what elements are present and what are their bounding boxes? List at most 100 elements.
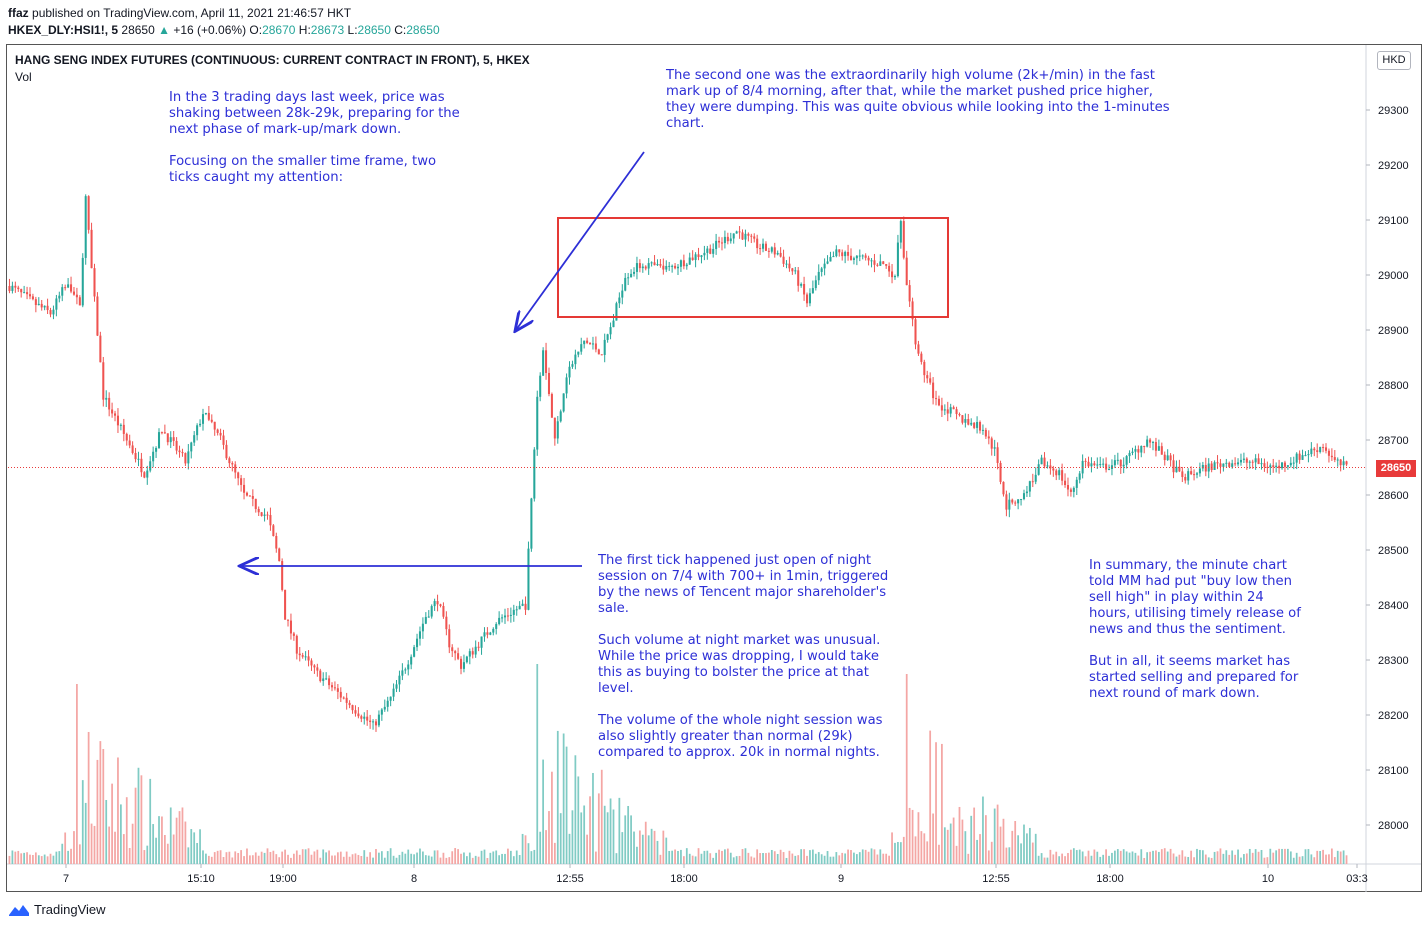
ohlc-open: 28670 (262, 23, 296, 37)
volume-bar (501, 853, 503, 864)
candle-body (533, 449, 536, 499)
price-tick-label: 28200 (1378, 710, 1409, 722)
volume-bar (1339, 851, 1342, 864)
candle-body (457, 653, 460, 659)
candle-body (779, 252, 782, 257)
volume-bar (436, 850, 439, 864)
candle-body (116, 415, 119, 426)
candle-body (970, 422, 973, 425)
volume-bar (636, 846, 638, 864)
candle-body (580, 344, 583, 352)
volume-bar (257, 855, 260, 864)
candle-body (870, 260, 873, 262)
volume-bar (1026, 833, 1028, 864)
candle-body (647, 263, 650, 269)
volume-bar (1160, 849, 1163, 864)
candle-body (703, 252, 706, 256)
candle-body (1049, 465, 1052, 469)
candle-body (841, 252, 844, 257)
candle-body (119, 424, 122, 426)
volume-bar (747, 852, 750, 864)
candle-body (545, 350, 548, 373)
volume-bar (627, 805, 630, 864)
annotation-second-tick: The second one was the extraordinarily h… (666, 68, 1170, 131)
volume-bar (1301, 856, 1304, 864)
volume-bar (946, 829, 949, 864)
candle-body (1198, 468, 1201, 474)
candle-body (243, 484, 246, 493)
candle-body (248, 495, 251, 497)
volume-bar (1105, 849, 1107, 864)
volume-bar (295, 850, 298, 864)
ohlc-h-label: H: (298, 23, 311, 37)
volume-bar (20, 853, 23, 864)
volume-bar (149, 778, 152, 864)
volume-bar (1307, 849, 1310, 864)
volume-bar (1240, 857, 1242, 864)
candle-body (1178, 466, 1181, 472)
tradingview-logo[interactable]: TradingView (8, 902, 106, 917)
candle-body (849, 255, 853, 260)
volume-bar (281, 851, 284, 864)
candle-body (671, 265, 674, 267)
volume-bar (721, 850, 723, 864)
currency-badge[interactable]: HKD (1377, 51, 1411, 70)
volume-bar (574, 755, 577, 864)
candle-body (474, 646, 477, 655)
candle-body (741, 232, 744, 240)
volume-bar (1108, 855, 1110, 864)
annotation-summary: In summary, the minute chart told MM had… (1089, 558, 1301, 701)
candle-body (791, 268, 794, 272)
volume-bar (234, 851, 237, 864)
candle-body (125, 433, 128, 441)
candle-body (498, 617, 501, 625)
volume-bar (996, 804, 999, 864)
candle-body (8, 286, 11, 291)
volume-bar (618, 797, 621, 864)
volume-bar (52, 855, 55, 864)
candle-body (96, 296, 99, 336)
candle-body (407, 664, 410, 670)
candle-body (1154, 442, 1157, 451)
volume-bar (1328, 854, 1330, 864)
volume-bar (1298, 856, 1301, 864)
volume-bar (468, 852, 471, 864)
candle-body (1011, 499, 1014, 503)
candle-body (1225, 462, 1228, 464)
volume-bar (205, 853, 207, 864)
candle-body (143, 472, 146, 478)
candle-body (632, 271, 636, 274)
volume-bar (1008, 847, 1011, 864)
volume-bar (392, 855, 395, 864)
candle-body (961, 415, 964, 423)
volume-bar (920, 831, 923, 864)
time-tick-label: 10 (1262, 873, 1274, 885)
candle-body (146, 470, 149, 478)
candle-body (668, 265, 671, 267)
candle-body (1075, 479, 1078, 488)
candle-body (266, 514, 269, 516)
volume-bar (688, 853, 691, 864)
volume-bar (955, 845, 958, 864)
volume-bar (762, 853, 764, 864)
candle-body (216, 429, 219, 433)
volume-bar (1070, 849, 1072, 864)
volume-bar (105, 799, 108, 864)
publish-text: published on TradingView.com, April 11, … (32, 6, 352, 20)
volume-bar (586, 834, 588, 864)
volume-bar (894, 842, 896, 864)
candle-body (615, 303, 618, 321)
candle-body (84, 196, 87, 258)
candle-body (234, 464, 237, 473)
publisher-name[interactable]: ffaz (8, 6, 29, 20)
candle-body (152, 451, 155, 462)
candle-body (316, 667, 319, 671)
volume-bar (1111, 852, 1113, 864)
volume-bar (718, 849, 720, 864)
volume-bar (1087, 850, 1090, 864)
candle-body (1260, 463, 1263, 465)
volume-bar (416, 852, 418, 864)
volume-bar (207, 855, 210, 864)
time-tick-label: 18:00 (1096, 873, 1124, 885)
